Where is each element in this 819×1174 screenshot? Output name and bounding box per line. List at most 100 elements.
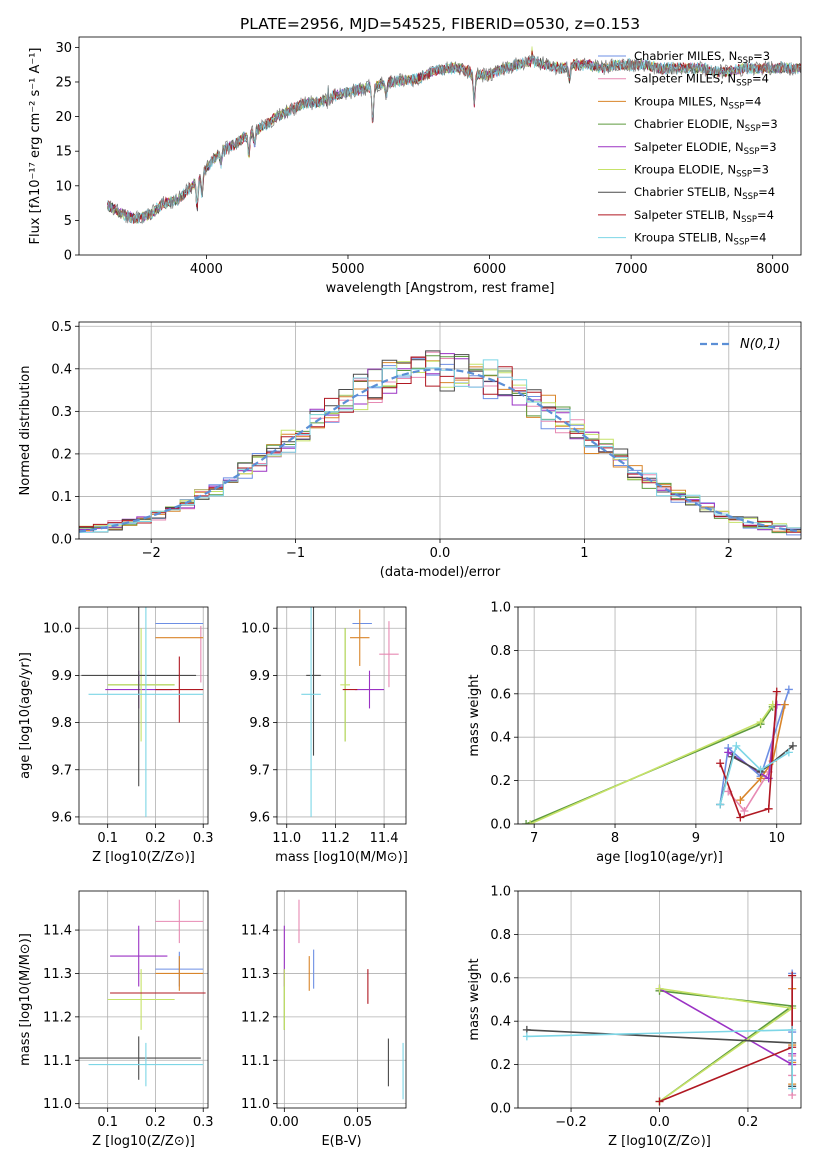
series-marker bbox=[736, 813, 744, 821]
x-tick-label: 0.2 bbox=[145, 1115, 166, 1130]
y-tick-label: 1.0 bbox=[490, 885, 511, 900]
age_vs_Z-frame bbox=[79, 607, 208, 824]
x-tick-label: 6000 bbox=[473, 262, 506, 277]
y-axis-label: mass weight bbox=[467, 958, 482, 1040]
y-tick-label: 0.0 bbox=[490, 1102, 511, 1117]
y-tick-label: 11.3 bbox=[43, 967, 72, 982]
errorbar-salpeter_elodie bbox=[355, 671, 384, 709]
y-axis-label: mass [log10(M/M⊙)] bbox=[18, 933, 33, 1066]
x-axis-label: Z [log10(Z/Z⊙)] bbox=[92, 850, 195, 865]
x-tick-label: 2 bbox=[725, 546, 733, 561]
x-tick-label: 8000 bbox=[756, 262, 789, 277]
legend-entry: Chabrier ELODIE, NSSP=3 bbox=[634, 117, 778, 134]
series-marker bbox=[716, 800, 724, 808]
y-tick-label: 11.1 bbox=[241, 1054, 270, 1069]
x-axis-label: E(B-V) bbox=[321, 1134, 361, 1149]
y-tick-label: 9.6 bbox=[51, 810, 72, 825]
x-tick-label: 10 bbox=[768, 831, 785, 846]
y-axis-label: mass weight bbox=[467, 674, 482, 756]
y-tick-label: 11.2 bbox=[241, 1010, 270, 1025]
y-tick-label: 30 bbox=[55, 41, 72, 56]
y-tick-label: 1.0 bbox=[490, 601, 511, 616]
y-tick-label: 11.4 bbox=[241, 924, 270, 939]
errorbar-chabrier_stelib bbox=[306, 595, 321, 755]
errorbar-kroupa_stelib bbox=[301, 572, 320, 817]
y-axis-label: age [log10(age/yr)] bbox=[18, 652, 33, 779]
y-tick-label: 0.4 bbox=[51, 362, 72, 377]
y-tick-label: 11.0 bbox=[43, 1097, 72, 1112]
y-tick-label: 9.6 bbox=[249, 810, 270, 825]
x-tick-label: 0.2 bbox=[738, 1115, 759, 1130]
x-tick-label: 0.0 bbox=[649, 1115, 670, 1130]
y-tick-label: 0.0 bbox=[51, 533, 72, 548]
x-tick-label: 0.3 bbox=[193, 1115, 214, 1130]
x-tick-label: 4000 bbox=[190, 262, 223, 277]
y-tick-label: 0.0 bbox=[490, 818, 511, 833]
massweight_vs_age-frame bbox=[518, 607, 801, 824]
mass_vs_ebv-frame bbox=[277, 891, 406, 1108]
errorbar-kroupa_stelib bbox=[89, 572, 204, 817]
x-tick-label: −0.2 bbox=[555, 1115, 587, 1130]
x-tick-label: 0.1 bbox=[97, 1115, 118, 1130]
y-tick-label: 0.6 bbox=[490, 687, 511, 702]
y-tick-label: 25 bbox=[55, 75, 72, 90]
legend-entry: Kroupa STELIB, NSSP=4 bbox=[634, 231, 766, 248]
series-marker bbox=[765, 805, 773, 813]
x-tick-label: −1 bbox=[286, 546, 305, 561]
legend-entry: Salpeter MILES, NSSP=4 bbox=[634, 72, 769, 89]
series-line-chabrier_elodie bbox=[660, 991, 793, 1102]
x-tick-label: 7 bbox=[530, 831, 538, 846]
x-tick-label: 7000 bbox=[615, 262, 648, 277]
x-tick-label: 11.2 bbox=[321, 831, 350, 846]
x-tick-label: 11.4 bbox=[370, 831, 399, 846]
y-tick-label: 0.4 bbox=[490, 1015, 511, 1030]
y-tick-label: 10.0 bbox=[241, 622, 270, 637]
y-tick-label: 0.3 bbox=[51, 405, 72, 420]
x-tick-label: 0.00 bbox=[270, 1115, 299, 1130]
x-tick-label: 9 bbox=[692, 831, 700, 846]
errorbar-kroupa_miles bbox=[350, 609, 369, 666]
y-tick-label: 9.9 bbox=[51, 669, 72, 684]
y-tick-label: 10.0 bbox=[43, 622, 72, 637]
errorbar-chabrier_stelib bbox=[77, 1036, 201, 1079]
y-tick-label: 11.1 bbox=[43, 1054, 72, 1069]
residual-legend: N(0,1) bbox=[700, 337, 781, 352]
errorbar-kroupa_elodie bbox=[108, 628, 175, 741]
x-tick-label: 0.1 bbox=[97, 831, 118, 846]
series-marker bbox=[785, 685, 793, 693]
x-tick-label: 0.3 bbox=[193, 831, 214, 846]
errorbar-kroupa_miles bbox=[155, 956, 203, 991]
errorbar-salpeter_stelib bbox=[155, 657, 203, 723]
errorbar-salpeter_elodie bbox=[110, 926, 167, 987]
y-tick-label: 0.8 bbox=[490, 928, 511, 943]
series-line-kroupa_elodie bbox=[660, 989, 793, 1102]
y-tick-label: 11.0 bbox=[241, 1097, 270, 1112]
errorbar-kroupa_elodie bbox=[108, 969, 175, 1030]
x-axis-label: age [log10(age/yr)] bbox=[596, 850, 723, 865]
y-tick-label: 9.8 bbox=[249, 716, 270, 731]
x-tick-label: 0.05 bbox=[343, 1115, 372, 1130]
x-tick-label: 0.2 bbox=[145, 831, 166, 846]
y-tick-label: 11.4 bbox=[43, 924, 72, 939]
massweight_vs_age-plot-area bbox=[522, 685, 797, 828]
x-tick-label: 8 bbox=[611, 831, 619, 846]
y-tick-label: 10 bbox=[55, 179, 72, 194]
mass_vs_Z-plot-area bbox=[77, 900, 206, 1087]
y-tick-label: 9.8 bbox=[51, 716, 72, 731]
figure-title: PLATE=2956, MJD=54525, FIBERID=0530, z=0… bbox=[240, 15, 640, 33]
series-line-chabrier_miles bbox=[720, 690, 789, 805]
legend-entry: Chabrier STELIB, NSSP=4 bbox=[634, 185, 775, 202]
series-marker bbox=[716, 759, 724, 767]
y-tick-label: 0.1 bbox=[51, 490, 72, 505]
errorbar-salpeter_miles bbox=[155, 900, 203, 943]
y-tick-label: 0.6 bbox=[490, 971, 511, 986]
series-marker bbox=[523, 1032, 531, 1040]
legend-entry: Kroupa ELODIE, NSSP=3 bbox=[634, 163, 769, 180]
x-tick-label: 0.0 bbox=[430, 546, 451, 561]
